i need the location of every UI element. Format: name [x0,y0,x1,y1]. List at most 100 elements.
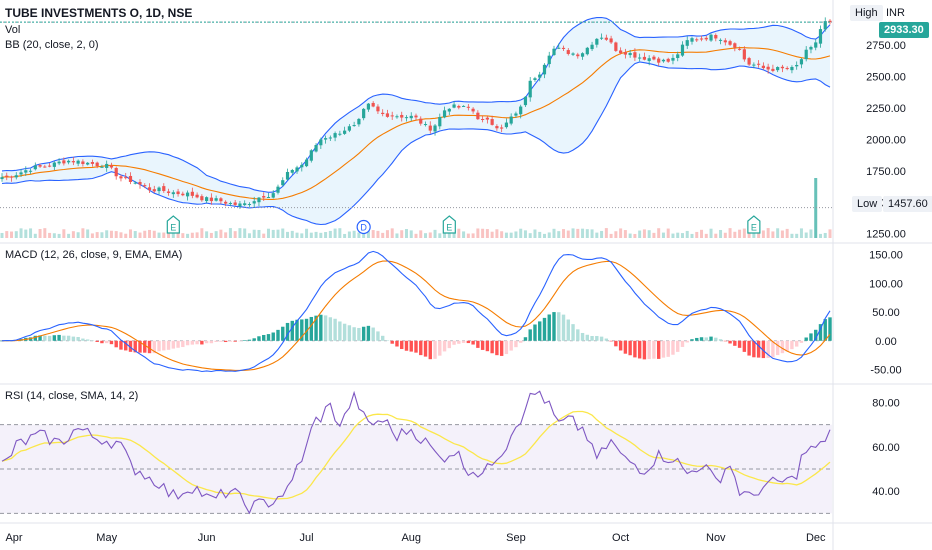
event-marker-letter: E [446,223,452,233]
earnings-marker: E [166,215,180,234]
candle-body [19,172,23,175]
volume-bar [238,228,242,238]
macd-histogram-bar [171,340,176,349]
macd-histogram-bar [138,340,142,353]
macd-histogram-bar [223,340,228,343]
candle [52,161,56,170]
macd-histogram-bar [818,324,823,341]
macd-histogram-bar [95,340,99,342]
candle-body [471,108,475,112]
candle-body [590,44,594,50]
macd-histogram-bar [723,340,728,342]
macd-histogram-bar [442,340,447,352]
candle [623,48,627,59]
candle [509,113,513,126]
candle [147,183,152,194]
volume-bar [314,231,318,238]
volume-bar [57,233,61,238]
volume-bar [343,233,347,238]
candle [5,172,9,181]
macd-histogram-bar [433,340,437,359]
volume-bar [62,229,66,238]
volume-bar [557,231,561,238]
candle-body [500,127,504,129]
candle-body [695,39,699,41]
candle [633,48,637,61]
candle-body [481,118,485,120]
macd-histogram-bar [447,340,452,349]
macd-histogram-bar [109,340,114,345]
candle-body [638,57,642,59]
volume-legend[interactable]: Vol [5,24,21,36]
candle-body [314,144,318,152]
candle [671,54,675,65]
candle-body [390,115,394,117]
candle [90,159,95,167]
candle-body [585,47,589,55]
volume-bar [324,232,328,238]
macd-histogram-bar [633,340,637,358]
volume-bar [738,229,742,238]
volume-bar [671,233,675,238]
candle-body [219,198,223,202]
macd-tick-label: 100.00 [869,278,903,290]
macd-histogram-bar [333,318,337,341]
candle [547,51,551,68]
volume-bar [224,232,228,238]
candle [609,35,613,44]
macd-histogram-bar [728,340,732,344]
candle-body [485,117,489,120]
macd-histogram-bar [128,340,133,352]
macd-histogram-bar [400,340,404,350]
volume-bar [438,233,442,238]
event-marker-letter: D [360,223,367,233]
macd-legend[interactable]: MACD (12, 26, close, 9, EMA, EMA) [5,249,183,261]
low-value-badge: 1457.60 [883,196,932,212]
candle-body [642,56,647,60]
macd-histogram-bar [328,317,333,341]
volume-bar [33,233,37,238]
volume-bar [333,228,337,238]
macd-histogram-bar [661,340,666,358]
candle [128,172,133,185]
rsi-legend[interactable]: RSI (14, close, SMA, 14, 2) [5,390,139,402]
volume-bar [124,233,128,238]
candle [328,135,332,141]
volume-bar [5,231,9,238]
candle-body [162,186,166,191]
candle-body [328,137,332,139]
volume-bar [409,230,413,238]
macd-histogram-bar [100,340,104,344]
volume-bar [138,232,142,238]
volume-bar [48,232,52,238]
volume-bar [747,230,751,238]
macd-histogram-bar [609,340,613,342]
candle-body [86,162,90,165]
candle [818,25,823,48]
macd-histogram-bar [533,324,537,341]
low-badge-label: Low [852,196,883,212]
candle [785,66,789,71]
candle [338,130,342,137]
volume-bar [523,230,527,238]
candle [24,166,28,176]
macd-histogram-bar [809,333,813,341]
candle-body [28,170,33,172]
macd-tick-label: -50.00 [870,365,901,377]
volume-bar [818,233,822,238]
candle [523,96,528,107]
bb-band-fill [2,17,830,225]
candle-body [43,166,47,168]
candle [490,115,494,126]
volume-bar [352,230,356,238]
macd-histogram-bar [766,340,770,358]
volume-bar [709,228,713,238]
bb-legend[interactable]: BB (20, close, 2, 0) [5,39,99,51]
volume-bar [10,231,14,238]
candle-body [252,201,256,204]
candle [257,196,261,207]
candle [214,195,218,202]
candle [271,190,275,199]
time-tick-label: Jun [198,532,216,544]
